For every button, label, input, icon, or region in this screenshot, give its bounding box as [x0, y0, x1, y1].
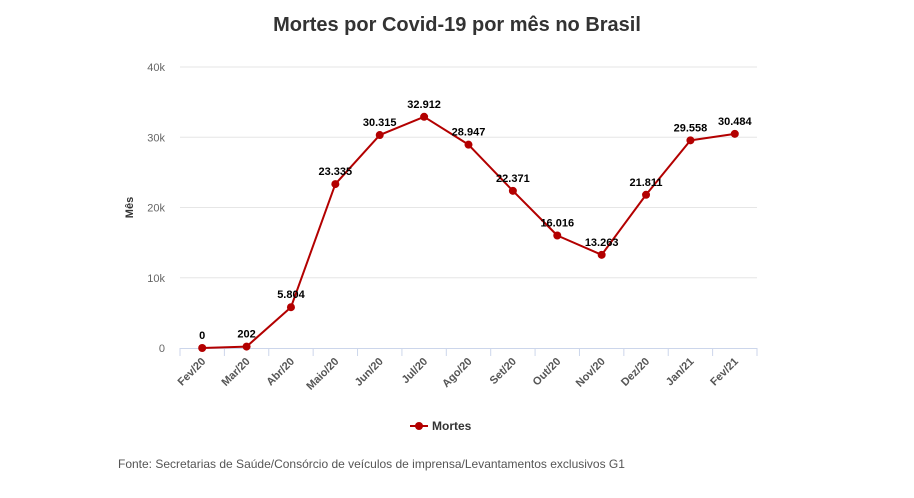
data-label: 5.804	[277, 289, 305, 301]
data-label: 23.335	[319, 166, 353, 178]
series-line-mortes	[202, 115, 735, 349]
y-tick-label: 0	[159, 343, 165, 355]
data-label: 28.947	[452, 127, 486, 139]
y-tick-label: 40k	[147, 62, 165, 74]
chart-title: Mortes por Covid-19 por mês no Brasil	[273, 14, 641, 36]
data-point[interactable]	[464, 140, 473, 149]
x-tick-label: Jan/21	[664, 356, 697, 389]
data-point[interactable]	[508, 186, 517, 195]
data-point[interactable]	[420, 112, 429, 121]
y-tick-label: 10k	[147, 273, 165, 285]
data-point[interactable]	[375, 131, 384, 140]
x-tick-label: Abr/20	[264, 356, 297, 389]
x-tick-label: Jul/20	[400, 356, 431, 387]
data-label: 29.558	[674, 122, 708, 134]
data-label: 16.016	[540, 217, 574, 229]
y-tick-label: 20k	[147, 203, 165, 215]
y-tick-label: 30k	[147, 132, 165, 144]
data-label: 30.315	[363, 117, 397, 129]
data-point[interactable]	[553, 231, 562, 240]
x-tick-label: Dez/20	[619, 356, 652, 389]
legend-label: Mortes	[432, 419, 472, 433]
source-note: Fonte: Secretarias de Saúde/Consórcio de…	[118, 457, 625, 471]
data-point[interactable]	[730, 129, 739, 138]
x-tick-label: Ago/20	[440, 356, 474, 390]
x-tick-label: Fev/21	[708, 356, 741, 389]
data-point[interactable]	[286, 303, 295, 312]
x-tick-label: Out/20	[531, 356, 564, 389]
legend[interactable]: Mortes	[410, 419, 471, 433]
x-tick-label: Mar/20	[220, 356, 253, 389]
data-label: 22.371	[496, 173, 530, 185]
data-label: 202	[237, 329, 255, 341]
data-point[interactable]	[242, 342, 251, 351]
y-axis-title: Mês	[124, 197, 136, 218]
x-tick-label: Fev/20	[176, 356, 209, 389]
x-tick-label: Set/20	[488, 356, 519, 387]
data-point[interactable]	[198, 344, 207, 352]
data-point[interactable]	[642, 190, 651, 199]
data-point[interactable]	[686, 136, 695, 145]
data-label: 13.263	[585, 237, 619, 249]
x-tick-label: Nov/20	[574, 356, 608, 390]
data-label: 0	[199, 330, 205, 342]
data-point[interactable]	[331, 180, 340, 189]
data-label: 32.912	[407, 99, 441, 111]
x-tick-label: Jun/20	[353, 356, 386, 389]
x-tick-label: Maio/20	[304, 356, 341, 393]
data-label: 21.811	[630, 177, 663, 189]
legend-line-marker-icon	[410, 421, 428, 431]
data-point[interactable]	[597, 250, 606, 259]
data-label: 30.484	[718, 116, 753, 128]
